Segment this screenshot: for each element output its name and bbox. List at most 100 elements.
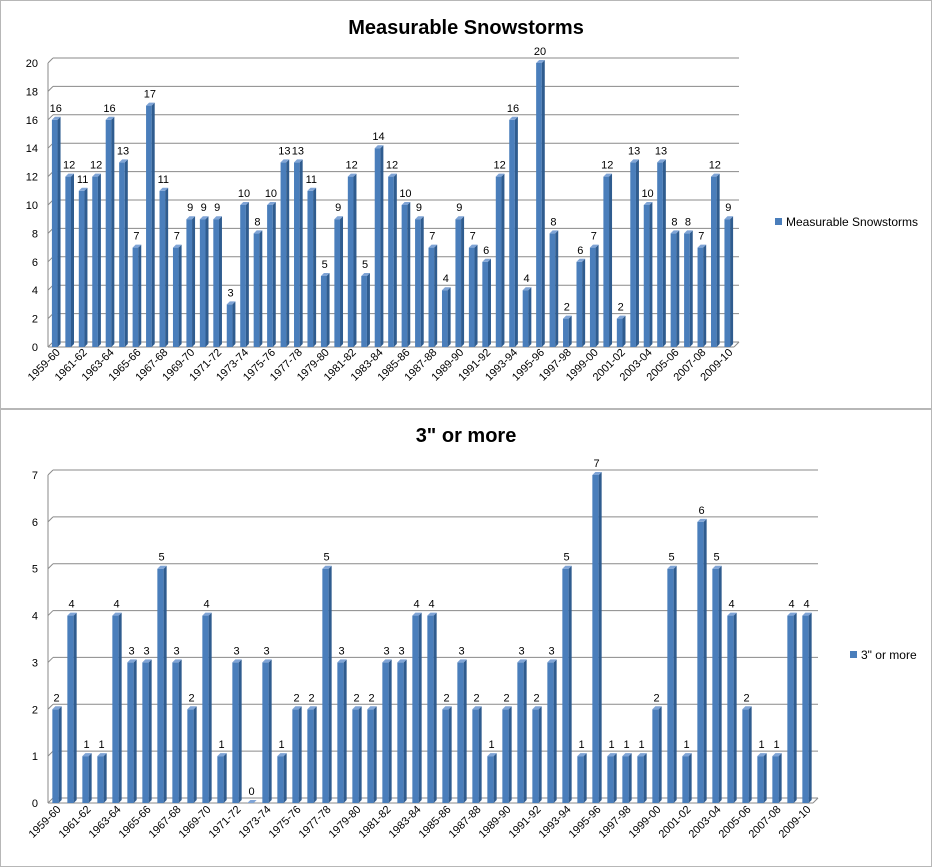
bar-front — [428, 247, 435, 347]
bar-top — [563, 315, 572, 319]
bar-top — [592, 472, 602, 475]
x-tick-label: 1975-76 — [267, 804, 304, 841]
bar-side — [84, 187, 88, 347]
data-label: 4 — [803, 599, 809, 611]
bar-top — [292, 706, 302, 710]
bar-front — [509, 119, 515, 347]
bar — [253, 230, 263, 347]
bar — [643, 202, 653, 347]
bar-top — [415, 216, 424, 220]
bar-side — [673, 565, 677, 803]
data-label: 2 — [443, 692, 449, 704]
bar-side — [268, 659, 272, 803]
data-label: 1 — [278, 739, 284, 751]
bar-side — [474, 244, 478, 347]
bar-side — [649, 202, 653, 347]
x-tick-label: 2009-10 — [777, 804, 814, 841]
bar-side — [703, 244, 707, 347]
data-label: 9 — [214, 202, 220, 214]
x-tick-label: 1977-78 — [297, 804, 334, 841]
bar-side — [733, 612, 737, 803]
data-label: 2 — [368, 692, 374, 704]
bar-top — [52, 706, 62, 710]
bar-front — [172, 662, 179, 803]
data-label: 9 — [187, 202, 193, 214]
bar-top — [562, 565, 572, 569]
bar-top — [92, 173, 101, 177]
data-label: 3 — [458, 645, 464, 657]
bar-side — [71, 173, 75, 347]
x-tick-label: 2007-08 — [747, 804, 784, 841]
x-tick-label: 1983-84 — [387, 804, 424, 841]
bar-front — [307, 709, 314, 803]
bar-front — [487, 756, 494, 803]
bar-front — [186, 219, 193, 347]
bar — [547, 659, 557, 803]
bar-side — [232, 301, 236, 347]
x-tick-label: 1989-90 — [477, 804, 514, 841]
bar-front — [78, 190, 85, 347]
data-label: 7 — [591, 231, 597, 243]
data-label: 12 — [63, 160, 75, 172]
bar-front — [415, 219, 421, 347]
bar — [401, 202, 411, 347]
bar-front — [607, 756, 614, 803]
bar-top — [367, 706, 377, 710]
bar-side — [541, 60, 545, 347]
bar-top — [468, 244, 478, 248]
bar-side — [165, 187, 169, 347]
gridline-depth — [47, 469, 54, 476]
bar-front — [603, 176, 610, 347]
data-label: 10 — [238, 188, 250, 200]
legend-label: 3" or more — [861, 648, 917, 662]
bar-top — [347, 173, 357, 177]
data-label: 10 — [399, 188, 411, 200]
bar-top — [334, 216, 344, 220]
bar-top — [603, 173, 613, 177]
data-label: 1 — [218, 739, 224, 751]
bar-side — [73, 612, 77, 803]
bar-top — [262, 659, 272, 663]
bar-front — [267, 205, 273, 347]
bar-side — [582, 258, 586, 347]
bar-side — [748, 706, 752, 803]
bar-top — [382, 659, 392, 663]
bar-top — [455, 216, 465, 220]
gridline-depth — [47, 797, 54, 804]
data-label: 6 — [577, 245, 583, 257]
bar-side — [245, 202, 249, 347]
bar-side — [553, 659, 557, 803]
bar — [487, 753, 497, 803]
bar-side — [326, 273, 330, 347]
bar-front — [637, 756, 644, 803]
bar-side — [501, 173, 505, 347]
y-tick-label: 0 — [32, 798, 38, 810]
bar-top — [361, 273, 370, 276]
data-label: 3 — [548, 645, 554, 657]
bar-front — [352, 709, 359, 803]
bar-side — [163, 565, 167, 803]
bar-top — [607, 753, 617, 757]
data-label: 7 — [174, 231, 180, 243]
bar-side — [643, 753, 647, 803]
bar-side — [448, 706, 452, 803]
bar-top — [472, 706, 482, 710]
data-label: 8 — [671, 216, 677, 228]
bar — [532, 706, 542, 803]
bar — [592, 472, 602, 803]
bar-top — [199, 216, 209, 220]
bar — [468, 244, 478, 347]
data-label: 1 — [638, 739, 644, 751]
bar — [119, 159, 128, 347]
bar-front — [67, 615, 74, 803]
bar-side — [208, 612, 212, 803]
bar-top — [549, 230, 559, 234]
bar-side — [662, 159, 666, 347]
bar-side — [133, 659, 137, 803]
bar-side — [259, 230, 263, 347]
bar — [247, 800, 257, 803]
bar — [347, 173, 357, 347]
bar-front — [213, 219, 219, 347]
data-label: 13 — [655, 145, 667, 157]
bar — [82, 753, 92, 803]
